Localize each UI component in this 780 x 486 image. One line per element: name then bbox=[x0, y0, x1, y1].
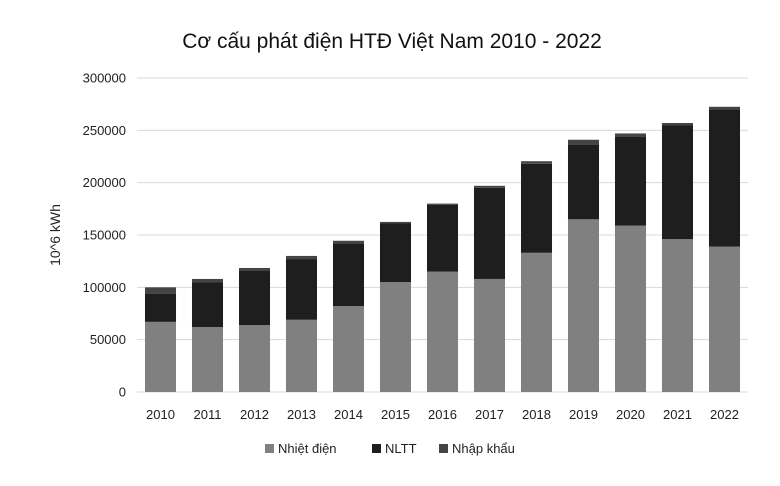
bar-segment-nltt bbox=[285, 259, 318, 320]
x-tick-label: 2011 bbox=[194, 407, 222, 422]
x-tick-label: 2016 bbox=[428, 407, 457, 422]
x-tick-label: 2020 bbox=[616, 407, 645, 422]
legend: Nhiệt điện NLTT Nhập khẩu bbox=[265, 441, 515, 456]
y-tick-label: 50000 bbox=[90, 332, 126, 347]
bar-segment-nltt bbox=[614, 136, 647, 226]
y-tick-label: 150000 bbox=[83, 228, 126, 243]
x-tick-label: 2013 bbox=[287, 407, 316, 422]
bar-segment-nltt bbox=[520, 163, 553, 253]
bar-segment-nltt bbox=[191, 282, 224, 328]
bar-segment-nltt bbox=[379, 223, 412, 283]
y-tick-label: 100000 bbox=[83, 280, 126, 295]
bar-segment-nhiệt-điện bbox=[144, 321, 177, 392]
y-tick-label: 0 bbox=[119, 385, 126, 400]
bar-segment-nhập-khẩu bbox=[144, 287, 177, 294]
legend-label: Nhập khẩu bbox=[452, 441, 515, 456]
bars bbox=[144, 106, 741, 392]
x-tick-labels: 2010 2011 2012 2013 2014 2015 2016 2017 2018 2019… bbox=[146, 407, 739, 422]
bar-segment-nltt bbox=[661, 125, 694, 240]
bar-segment-nhập-khẩu bbox=[379, 221, 412, 224]
x-tick-label: 2015 bbox=[381, 407, 410, 422]
bar-segment-nhiệt-điện bbox=[426, 271, 459, 392]
bar-segment-nltt bbox=[332, 243, 365, 307]
legend-label: Nhiệt điện bbox=[278, 441, 337, 456]
bar-segment-nhập-khẩu bbox=[614, 133, 647, 137]
bar-segment-nhập-khẩu bbox=[661, 123, 694, 126]
chart-title: Cơ cấu phát điện HTĐ Việt Nam 2010 - 202… bbox=[182, 30, 602, 53]
legend-swatch bbox=[439, 444, 448, 453]
bar-segment-nhiệt-điện bbox=[567, 219, 600, 392]
x-tick-label: 2014 bbox=[334, 407, 363, 422]
x-tick-label: 2022 bbox=[710, 407, 739, 422]
bar-segment-nhập-khẩu bbox=[426, 203, 459, 205]
bar-segment-nltt bbox=[144, 293, 177, 322]
x-tick-label: 2017 bbox=[475, 407, 504, 422]
bar-segment-nhiệt-điện bbox=[708, 246, 741, 392]
bar-segment-nhiệt-điện bbox=[473, 278, 506, 392]
x-tick-label: 2010 bbox=[146, 407, 175, 422]
bar-segment-nhập-khẩu bbox=[708, 106, 741, 110]
legend-swatch bbox=[372, 444, 381, 453]
bar-segment-nhiệt-điện bbox=[332, 306, 365, 392]
bar-segment-nhập-khẩu bbox=[285, 255, 318, 260]
bar-segment-nhập-khẩu bbox=[332, 240, 365, 244]
legend-label: NLTT bbox=[385, 441, 417, 456]
bar-segment-nhiệt-điện bbox=[661, 239, 694, 392]
x-tick-label: 2012 bbox=[240, 407, 269, 422]
bar-segment-nltt bbox=[473, 187, 506, 279]
bar-segment-nltt bbox=[567, 144, 600, 220]
y-tick-label: 300000 bbox=[83, 71, 126, 86]
bar-segment-nhiệt-điện bbox=[191, 327, 224, 392]
bar-segment-nltt bbox=[426, 204, 459, 272]
y-tick-label: 250000 bbox=[83, 123, 126, 138]
x-tick-label: 2018 bbox=[522, 407, 551, 422]
bar-segment-nhiệt-điện bbox=[238, 325, 271, 392]
bar-segment-nhập-khẩu bbox=[191, 278, 224, 283]
y-tick-label: 200000 bbox=[83, 175, 126, 190]
bar-segment-nhập-khẩu bbox=[238, 267, 271, 271]
bar-segment-nhiệt-điện bbox=[285, 319, 318, 392]
bar-segment-nltt bbox=[708, 109, 741, 247]
bar-segment-nltt bbox=[238, 270, 271, 326]
y-axis-label: 10^6 kWh bbox=[47, 204, 63, 266]
bar-segment-nhập-khẩu bbox=[473, 185, 506, 188]
x-tick-label: 2019 bbox=[569, 407, 598, 422]
y-tick-labels: 0 50000 100000 150000 200000 250000 300000 bbox=[83, 71, 126, 400]
bar-segment-nhập-khẩu bbox=[520, 161, 553, 164]
bar-segment-nhiệt-điện bbox=[520, 252, 553, 392]
x-tick-label: 2021 bbox=[663, 407, 692, 422]
bar-segment-nhiệt-điện bbox=[379, 282, 412, 392]
bar-segment-nhiệt-điện bbox=[614, 225, 647, 392]
bar-segment-nhập-khẩu bbox=[567, 139, 600, 145]
legend-swatch bbox=[265, 444, 274, 453]
